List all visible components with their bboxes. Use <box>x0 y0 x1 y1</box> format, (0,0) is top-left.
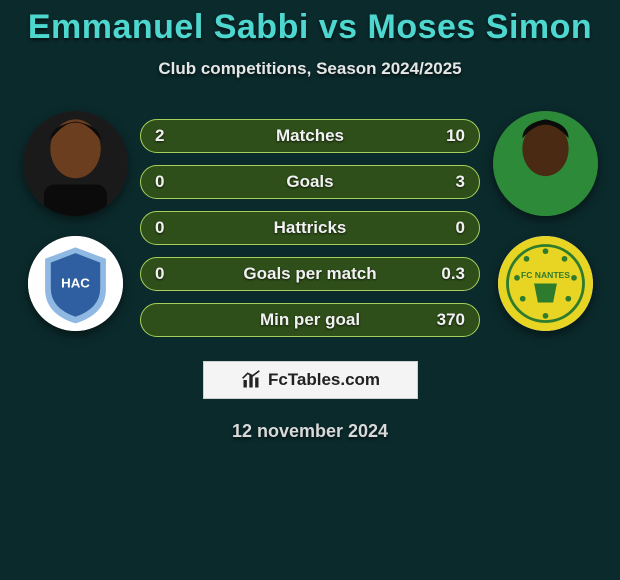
player-right-silhouette-icon <box>493 111 598 216</box>
stat-left-value: 2 <box>155 126 164 146</box>
player-right-club-badge: FC NANTES <box>498 236 593 331</box>
page-title: Emmanuel Sabbi vs Moses Simon <box>28 8 592 47</box>
stat-bar: 0 Goals per match 0.3 <box>140 257 480 291</box>
stat-label: Matches <box>276 126 344 146</box>
comparison-area: HAC 2 Matches 10 0 Goals 3 0 Hattricks 0 0 Goals p… <box>0 111 620 337</box>
player-left-silhouette-icon <box>23 111 128 216</box>
stat-label: Goals per match <box>243 264 376 284</box>
right-column: FC NANTES <box>480 111 610 331</box>
stat-right-value: 370 <box>437 310 465 330</box>
stat-bars: 2 Matches 10 0 Goals 3 0 Hattricks 0 0 Goals per m… <box>140 119 480 337</box>
player-left-club-badge: HAC <box>28 236 123 331</box>
stat-label: Goals <box>286 172 333 192</box>
stat-right-value: 10 <box>446 126 465 146</box>
watermark: FcTables.com <box>203 361 418 399</box>
club-right-crest-icon: FC NANTES <box>498 236 593 331</box>
stat-left-value: 0 <box>155 218 164 238</box>
svg-text:FC NANTES: FC NANTES <box>521 270 570 280</box>
date-text: 12 november 2024 <box>232 421 388 442</box>
stat-left-value: 0 <box>155 264 164 284</box>
player-left-avatar <box>23 111 128 216</box>
bar-chart-icon <box>240 370 262 390</box>
player-right-avatar <box>493 111 598 216</box>
left-column: HAC <box>10 111 140 331</box>
stat-left-value: 0 <box>155 172 164 192</box>
stat-right-value: 0.3 <box>441 264 465 284</box>
stat-bar: 0 Hattricks 0 <box>140 211 480 245</box>
svg-text:HAC: HAC <box>61 275 90 290</box>
subtitle: Club competitions, Season 2024/2025 <box>158 59 461 79</box>
stat-right-value: 0 <box>456 218 465 238</box>
club-left-crest-icon: HAC <box>28 236 123 331</box>
stat-label: Hattricks <box>274 218 347 238</box>
stat-bar: 0 Goals 3 <box>140 165 480 199</box>
watermark-text: FcTables.com <box>268 370 380 390</box>
stat-bar: Min per goal 370 <box>140 303 480 337</box>
stat-right-value: 3 <box>456 172 465 192</box>
stat-label: Min per goal <box>260 310 360 330</box>
stat-bar: 2 Matches 10 <box>140 119 480 153</box>
